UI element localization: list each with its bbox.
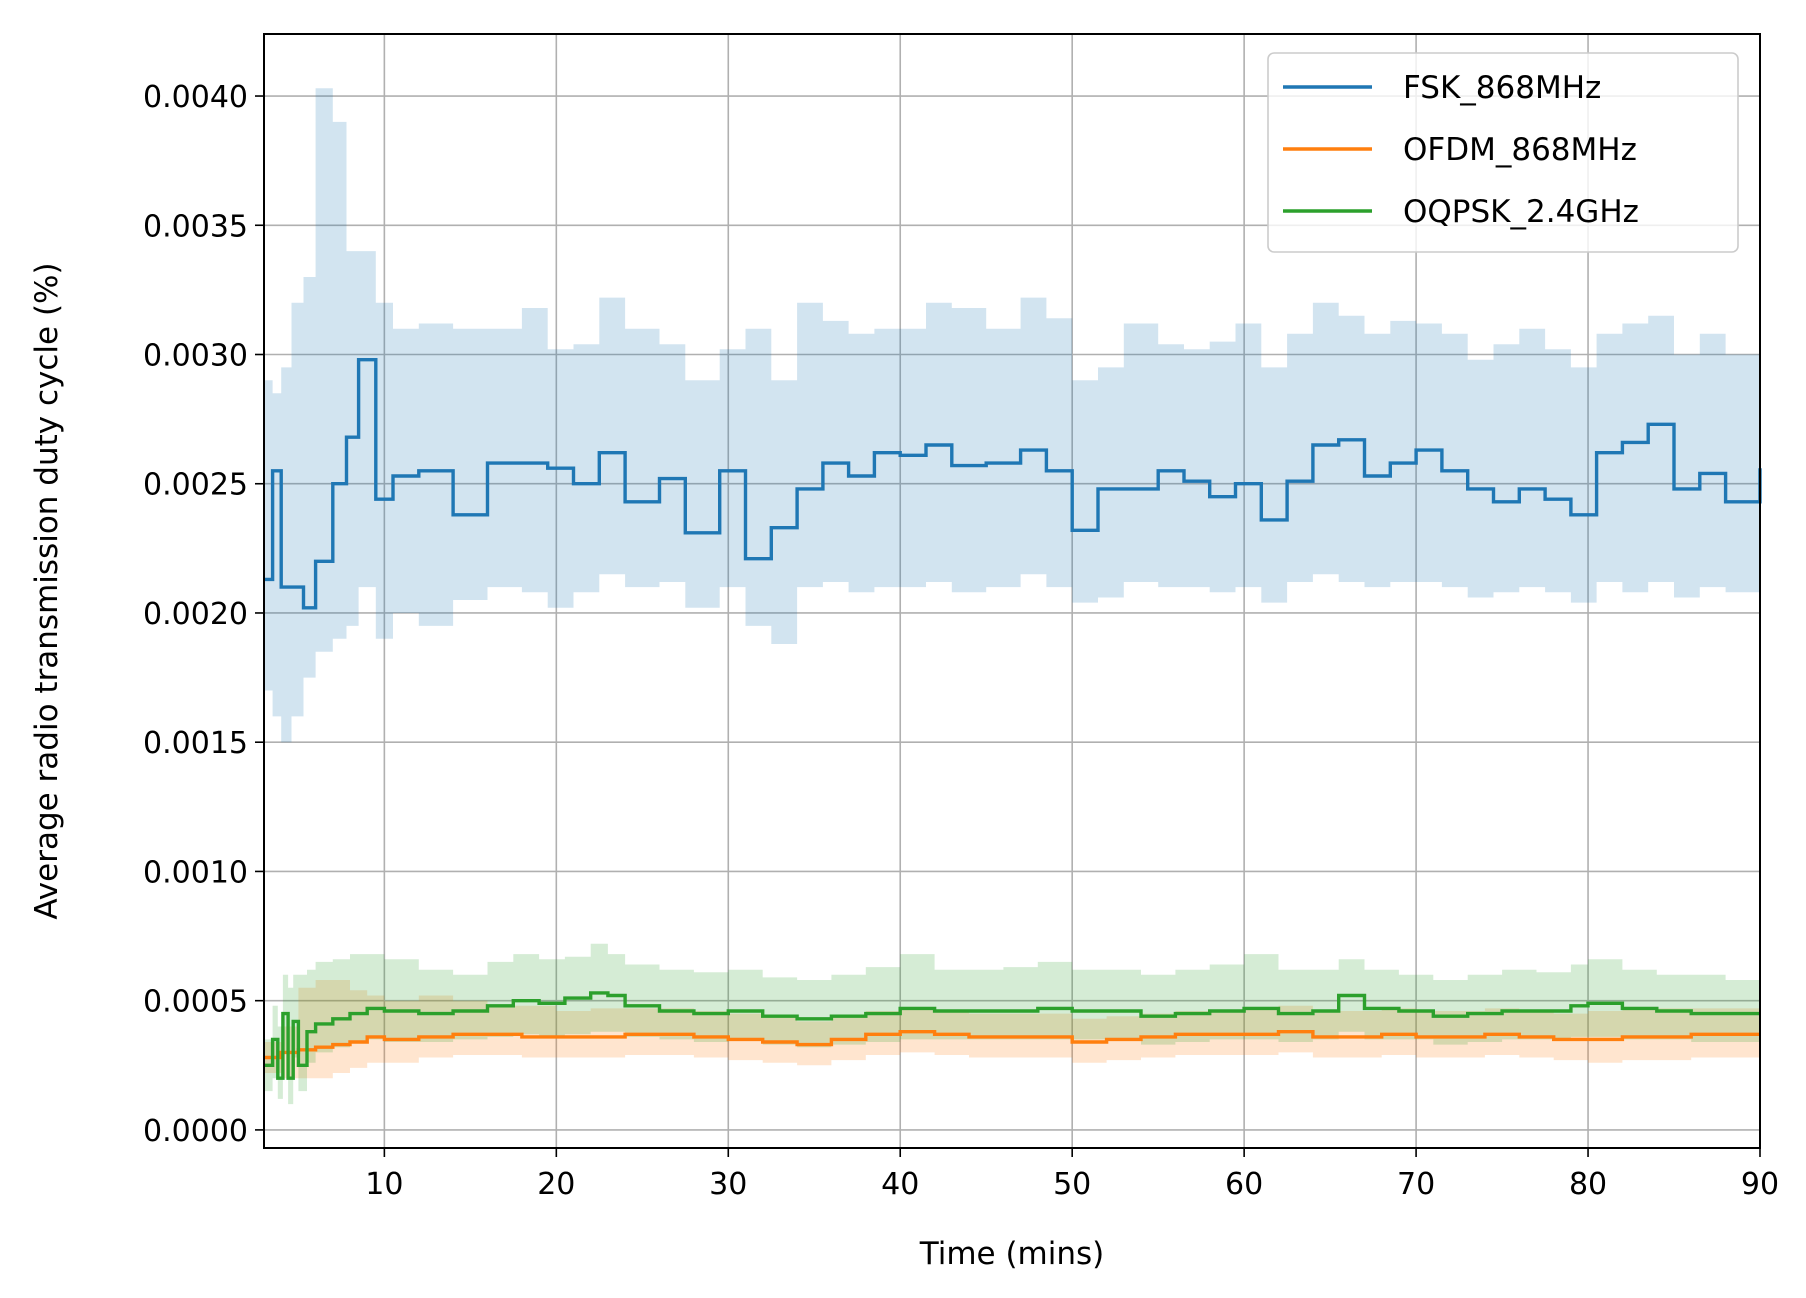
y-tick-label: 0.0015 <box>143 726 248 761</box>
y-tick-label: 0.0035 <box>143 209 248 244</box>
y-tick-label: 0.0010 <box>143 855 248 890</box>
y-tick-label: 0.0005 <box>143 985 248 1020</box>
legend-label-fsk: FSK_868MHz <box>1403 70 1601 106</box>
y-tick-label: 0.0025 <box>143 468 248 503</box>
y-tick-label: 0.0000 <box>143 1114 248 1149</box>
y-tick-label: 0.0040 <box>143 80 248 115</box>
line-oqpsk-2-4ghz <box>264 991 1760 1080</box>
band-fsk-868mhz <box>264 88 1760 743</box>
legend: FSK_868MHz OFDM_868MHz OQPSK_2.4GHz <box>1267 52 1739 253</box>
y-tick-label: 0.0020 <box>143 597 248 632</box>
x-tick-label: 40 <box>881 1167 919 1202</box>
plot-frame <box>263 33 1761 1149</box>
line-fsk-868mhz <box>264 358 1762 610</box>
x-tick-label: 80 <box>1569 1167 1607 1202</box>
grid <box>264 34 1761 1148</box>
band-oqpsk-2-4ghz <box>264 943 1760 1105</box>
y-axis-title: Average radio transmission duty cycle (%… <box>29 262 65 919</box>
band-ofdm-868mhz <box>264 980 1760 1079</box>
legend-box <box>1267 52 1739 253</box>
x-axis-title: Time (mins) <box>919 1236 1105 1272</box>
series-lines <box>264 358 1762 1080</box>
axis-ticks: 0.0000 0.0005 0.0010 0.0015 0.0020 0.0025 0.00… <box>143 80 1779 1202</box>
x-tick-label: 10 <box>365 1167 403 1202</box>
x-tick-label: 20 <box>537 1167 575 1202</box>
x-tick-label: 60 <box>1225 1167 1263 1202</box>
legend-label-ofdm: OFDM_868MHz <box>1403 132 1637 168</box>
line-ofdm-868mhz <box>264 1030 1760 1060</box>
x-tick-label: 30 <box>709 1167 747 1202</box>
y-tick-label: 0.0030 <box>143 339 248 374</box>
confidence-bands <box>264 88 1760 1105</box>
x-tick-label: 50 <box>1053 1167 1091 1202</box>
x-tick-label: 90 <box>1741 1167 1779 1202</box>
legend-label-oqpsk: OQPSK_2.4GHz <box>1403 194 1639 230</box>
x-tick-label: 70 <box>1397 1167 1435 1202</box>
